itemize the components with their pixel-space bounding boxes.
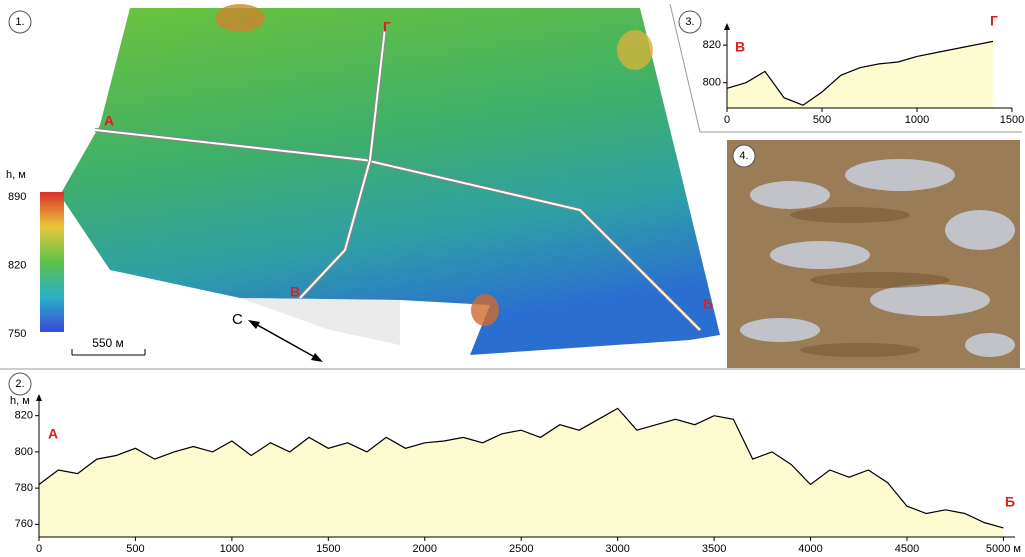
scale-label: 550 м <box>92 336 124 350</box>
x-tick-label: 3500 <box>702 543 726 555</box>
high-area <box>215 4 265 32</box>
colorbar-tick: 820 <box>8 259 26 271</box>
x-tick-label: 0 <box>724 114 730 126</box>
panel-label: 4. <box>739 150 748 162</box>
panel-label: 3. <box>685 16 694 28</box>
high-area <box>471 294 499 326</box>
area-fill <box>39 408 1003 537</box>
x-tick-label: 4000 <box>798 543 822 555</box>
point-label: В <box>290 284 300 300</box>
colorbar <box>40 192 64 332</box>
point-label: Г <box>383 19 391 35</box>
y-tick-label: 820 <box>15 410 33 422</box>
x-tick-label: 500 <box>126 543 144 555</box>
y-tick-label: 780 <box>15 482 33 494</box>
axis-arrow <box>724 23 730 30</box>
x-tick-label: 2500 <box>509 543 533 555</box>
high-area <box>617 30 653 70</box>
north-arrow <box>248 320 260 329</box>
colorbar-title: h, м <box>6 169 26 181</box>
y-axis-label: h, м <box>10 395 30 407</box>
x-tick-label: 3000 <box>605 543 629 555</box>
y-tick-label: 820 <box>703 39 721 51</box>
shadow <box>240 298 400 345</box>
point-label: А <box>48 426 58 442</box>
x-tick-label: 2000 <box>413 543 437 555</box>
colorbar-tick: 890 <box>8 191 26 203</box>
point-label: Г <box>990 13 998 29</box>
panel-label: 2. <box>15 378 24 390</box>
north-arrow <box>252 322 320 360</box>
point-label: Б <box>703 296 713 312</box>
x-tick-label: 5000 м <box>986 543 1021 555</box>
colorbar-tick: 750 <box>8 328 26 340</box>
north-label: С <box>232 311 243 328</box>
y-tick-label: 760 <box>15 518 33 530</box>
point-label: А <box>104 113 114 129</box>
x-tick-label: 0 <box>36 543 42 555</box>
x-tick-label: 1000 <box>220 543 244 555</box>
x-tick-label: 500 <box>813 114 831 126</box>
axis-arrow <box>36 394 42 401</box>
x-tick-label: 1500 <box>1000 114 1024 126</box>
y-tick-label: 800 <box>703 77 721 89</box>
point-label: Б <box>1005 494 1015 510</box>
panel-label: 1. <box>15 16 24 28</box>
point-label: В <box>735 39 745 55</box>
x-tick-label: 1000 <box>905 114 929 126</box>
y-tick-label: 800 <box>15 446 33 458</box>
x-tick-label: 4500 <box>895 543 919 555</box>
north-arrow <box>311 353 323 362</box>
x-tick-label: 1500 <box>316 543 340 555</box>
figure: 1. А Б В Г h, м 550 м С 4. 890 820 750 2. h,… <box>0 0 1025 557</box>
